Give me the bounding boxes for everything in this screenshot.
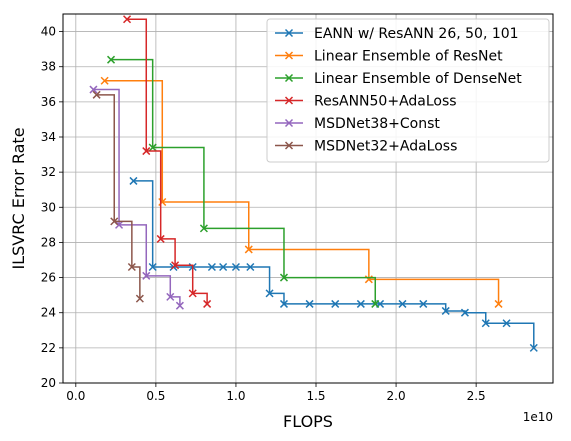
x-tick-label: 0.5: [146, 389, 165, 403]
y-tick-label: 34: [41, 130, 56, 144]
data-point-marker: [110, 217, 119, 226]
data-point-marker: [92, 90, 101, 99]
data-point-marker: [219, 262, 228, 272]
x-tick-label: 1.0: [226, 389, 245, 403]
data-point-marker: [148, 143, 157, 152]
data-point-marker: [207, 262, 216, 272]
data-point-marker: [502, 319, 511, 328]
data-point-marker: [231, 262, 240, 272]
data-point-marker: [107, 55, 116, 64]
legend-item: ResANN50+AdaLoss: [275, 94, 457, 110]
legend-label: EANN w/ ResANN 26, 50, 101: [314, 26, 519, 42]
data-point-marker: [279, 273, 289, 282]
data-point-marker: [171, 261, 180, 270]
data-point-marker: [284, 28, 294, 38]
series-step-line: [133, 180, 535, 348]
x-tick-label: 1.5: [306, 389, 325, 403]
legend-label: MSDNet32+AdaLoss: [314, 139, 457, 155]
data-point-marker: [371, 299, 380, 308]
data-point-marker: [331, 299, 340, 308]
data-point-marker: [89, 85, 98, 94]
legend-item: Linear Ensemble of ResNet: [275, 49, 503, 65]
series-4: [123, 15, 212, 308]
data-point-marker: [481, 319, 490, 328]
data-point-marker: [279, 299, 289, 308]
data-point-marker: [419, 299, 428, 308]
data-point-marker: [284, 141, 294, 150]
series-5: [89, 85, 184, 310]
y-tick-label: 30: [41, 200, 56, 214]
axis-ticks: 0.0 0.5 1.0 1.5 2.0 2.5 20 22 24 26 28 30 32 34 36 38 40: [41, 25, 486, 403]
legend-box: [266, 18, 550, 163]
data-point-marker: [356, 299, 365, 308]
x-axis-exponent-label: 1e10: [523, 410, 553, 424]
data-point-marker: [188, 289, 197, 298]
data-point-marker: [284, 96, 294, 105]
data-point-marker: [129, 176, 138, 185]
y-tick-label: 36: [41, 95, 56, 109]
legend-item: MSDNet38+Const: [275, 116, 440, 132]
data-point-marker: [135, 294, 144, 303]
legend-item: MSDNet32+AdaLoss: [275, 139, 457, 155]
y-tick-label: 28: [41, 235, 56, 249]
legend-item: Linear Ensemble of DenseNet: [275, 71, 522, 87]
legend: EANN w/ ResANN 26, 50, 101 Linear Ensembl…: [266, 18, 550, 163]
data-point-marker: [142, 271, 151, 280]
x-axis-title: FLOPS: [283, 412, 333, 431]
series-3: [107, 55, 380, 308]
x-tick-label: 2.0: [387, 389, 406, 403]
legend-label: ResANN50+AdaLoss: [314, 94, 457, 110]
data-point-marker: [284, 51, 294, 60]
data-point-marker: [305, 299, 314, 308]
plot-frame: [62, 13, 554, 384]
y-tick-label: 40: [41, 25, 56, 39]
data-point-marker: [460, 308, 469, 317]
series-step-line: [93, 88, 181, 306]
data-point-marker: [203, 299, 212, 308]
data-point-marker: [123, 15, 132, 24]
legend-label: MSDNet38+Const: [314, 116, 440, 132]
data-point-marker: [441, 306, 450, 315]
data-point-marker: [265, 289, 274, 298]
data-point-marker: [175, 301, 184, 310]
data-point-marker: [284, 73, 294, 83]
data-point-marker: [244, 245, 253, 254]
data-point-marker: [398, 299, 407, 308]
series-step-line: [96, 94, 141, 299]
y-tick-label: 32: [41, 165, 56, 179]
series-6: [92, 90, 144, 303]
data-point-marker: [115, 220, 124, 229]
y-tick-label: 20: [41, 376, 56, 390]
data-point-marker: [529, 343, 538, 352]
y-tick-label: 24: [41, 306, 56, 320]
series-step-line: [127, 18, 208, 304]
data-point-marker: [166, 292, 175, 301]
data-point-marker: [156, 234, 165, 243]
y-tick-label: 26: [41, 271, 56, 285]
x-tick-label: 0.0: [66, 389, 85, 403]
data-point-marker: [246, 262, 255, 272]
series-layer: [89, 15, 538, 352]
data-point-marker: [100, 76, 109, 85]
data-point-marker: [284, 118, 294, 128]
data-point-marker: [127, 262, 136, 272]
y-axis-title: ILSVRC Error Rate: [9, 127, 28, 269]
legend-label: Linear Ensemble of ResNet: [314, 49, 503, 65]
data-point-marker: [494, 299, 503, 308]
legend-label: Linear Ensemble of DenseNet: [314, 71, 522, 87]
data-point-marker: [142, 147, 151, 156]
legend-item: EANN w/ ResANN 26, 50, 101: [275, 26, 519, 42]
y-tick-label: 22: [41, 341, 56, 355]
x-tick-label: 2.5: [467, 389, 486, 403]
data-point-marker: [148, 262, 157, 272]
data-point-marker: [199, 224, 208, 233]
y-tick-label: 38: [41, 60, 56, 74]
